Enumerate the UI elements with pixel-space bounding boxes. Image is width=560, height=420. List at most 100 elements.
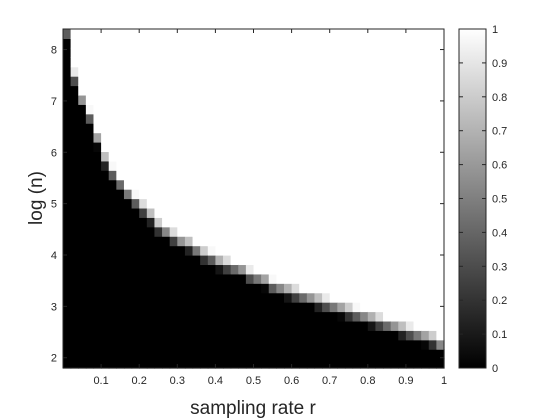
heatmap-cell (131, 113, 140, 124)
heatmap-cell (215, 273, 224, 284)
heatmap-cell (322, 179, 331, 190)
heatmap-cell (383, 245, 392, 256)
heatmap-cell (123, 38, 133, 49)
heatmap-cell (261, 179, 270, 190)
heatmap-cell (390, 76, 399, 87)
heatmap-cell (421, 57, 430, 68)
heatmap-cell (398, 29, 407, 40)
heatmap-cell (154, 170, 163, 181)
heatmap-cell (314, 76, 323, 87)
heatmap-cell (101, 217, 110, 228)
heatmap-cell (367, 94, 377, 105)
heatmap-cell (154, 132, 163, 143)
heatmap-cell (375, 179, 384, 190)
heatmap-cell (245, 66, 255, 77)
heatmap-cell (85, 132, 95, 143)
heatmap-cell (261, 255, 270, 266)
heatmap-cell (223, 113, 232, 124)
heatmap-cell (344, 142, 354, 153)
heatmap-cell (390, 160, 399, 171)
heatmap-cell (253, 349, 262, 360)
heatmap-cell (116, 189, 125, 200)
heatmap-cell (200, 255, 209, 266)
heatmap-cell (63, 66, 72, 77)
heatmap-cell (322, 198, 331, 209)
heatmap-cell (93, 358, 102, 369)
heatmap-cell (383, 132, 392, 143)
heatmap-cell (123, 292, 133, 303)
heatmap-cell (421, 264, 430, 275)
heatmap-cell (367, 189, 377, 200)
heatmap-cell (314, 85, 323, 96)
heatmap-cell (268, 123, 277, 134)
heatmap-cell (367, 29, 377, 40)
heatmap-cell (405, 283, 415, 294)
heatmap-cell (436, 264, 445, 275)
heatmap-cell (70, 292, 79, 303)
heatmap-cell (268, 292, 277, 303)
heatmap-cell (253, 104, 262, 115)
heatmap-cell (375, 29, 384, 40)
heatmap-cell (360, 160, 369, 171)
heatmap-cell (238, 123, 247, 134)
heatmap-cell (184, 292, 194, 303)
heatmap-cell (169, 320, 178, 331)
heatmap-cell (314, 207, 323, 218)
heatmap-cell (428, 123, 437, 134)
heatmap-cell (245, 160, 255, 171)
heatmap-cell (436, 273, 445, 284)
heatmap-cell (70, 179, 79, 190)
heatmap-cell (146, 339, 156, 350)
heatmap-cell (207, 273, 216, 284)
heatmap-cell (116, 245, 125, 256)
heatmap-cell (283, 189, 293, 200)
heatmap-cell (238, 142, 247, 153)
heatmap-cell (276, 283, 285, 294)
heatmap-cell (291, 320, 300, 331)
heatmap-cell (123, 123, 133, 134)
heatmap-cell (314, 113, 323, 124)
heatmap-cell (405, 255, 415, 266)
heatmap-cell (306, 320, 316, 331)
heatmap-cell (276, 292, 285, 303)
heatmap-cell (360, 283, 369, 294)
heatmap-cell (78, 29, 87, 40)
heatmap-cell (70, 320, 79, 331)
heatmap-cell (116, 273, 125, 284)
heatmap-cell (184, 189, 194, 200)
heatmap-cell (413, 207, 422, 218)
heatmap-cell (360, 311, 369, 322)
heatmap-cell (276, 179, 285, 190)
heatmap-cell (261, 207, 270, 218)
heatmap-cell (146, 217, 156, 228)
heatmap-cell (283, 245, 293, 256)
heatmap-cell (421, 198, 430, 209)
heatmap-cell (184, 207, 194, 218)
heatmap-cell (63, 302, 72, 313)
heatmap-cell (428, 226, 437, 237)
heatmap-cell (177, 236, 186, 247)
heatmap-cell (344, 123, 354, 134)
heatmap-cell (200, 273, 209, 284)
heatmap-cell (215, 66, 224, 77)
heatmap-cell (230, 226, 239, 237)
heatmap-cell (245, 264, 255, 275)
heatmap-cell (116, 66, 125, 77)
heatmap-cell (123, 160, 133, 171)
heatmap-cell (177, 76, 186, 87)
heatmap-cell (367, 151, 377, 162)
heatmap-cell (314, 198, 323, 209)
heatmap-cell (245, 38, 255, 49)
heatmap-cell (123, 29, 133, 40)
heatmap-cell (390, 151, 399, 162)
heatmap-cell (283, 57, 293, 68)
heatmap-cell (70, 38, 79, 49)
heatmap-cell (93, 142, 102, 153)
heatmap-cell (215, 283, 224, 294)
heatmap-cell (146, 189, 156, 200)
heatmap-cell (245, 292, 255, 303)
heatmap-cell (207, 292, 216, 303)
heatmap-cell (421, 236, 430, 247)
heatmap-cell (63, 132, 72, 143)
heatmap-cell (223, 349, 232, 360)
